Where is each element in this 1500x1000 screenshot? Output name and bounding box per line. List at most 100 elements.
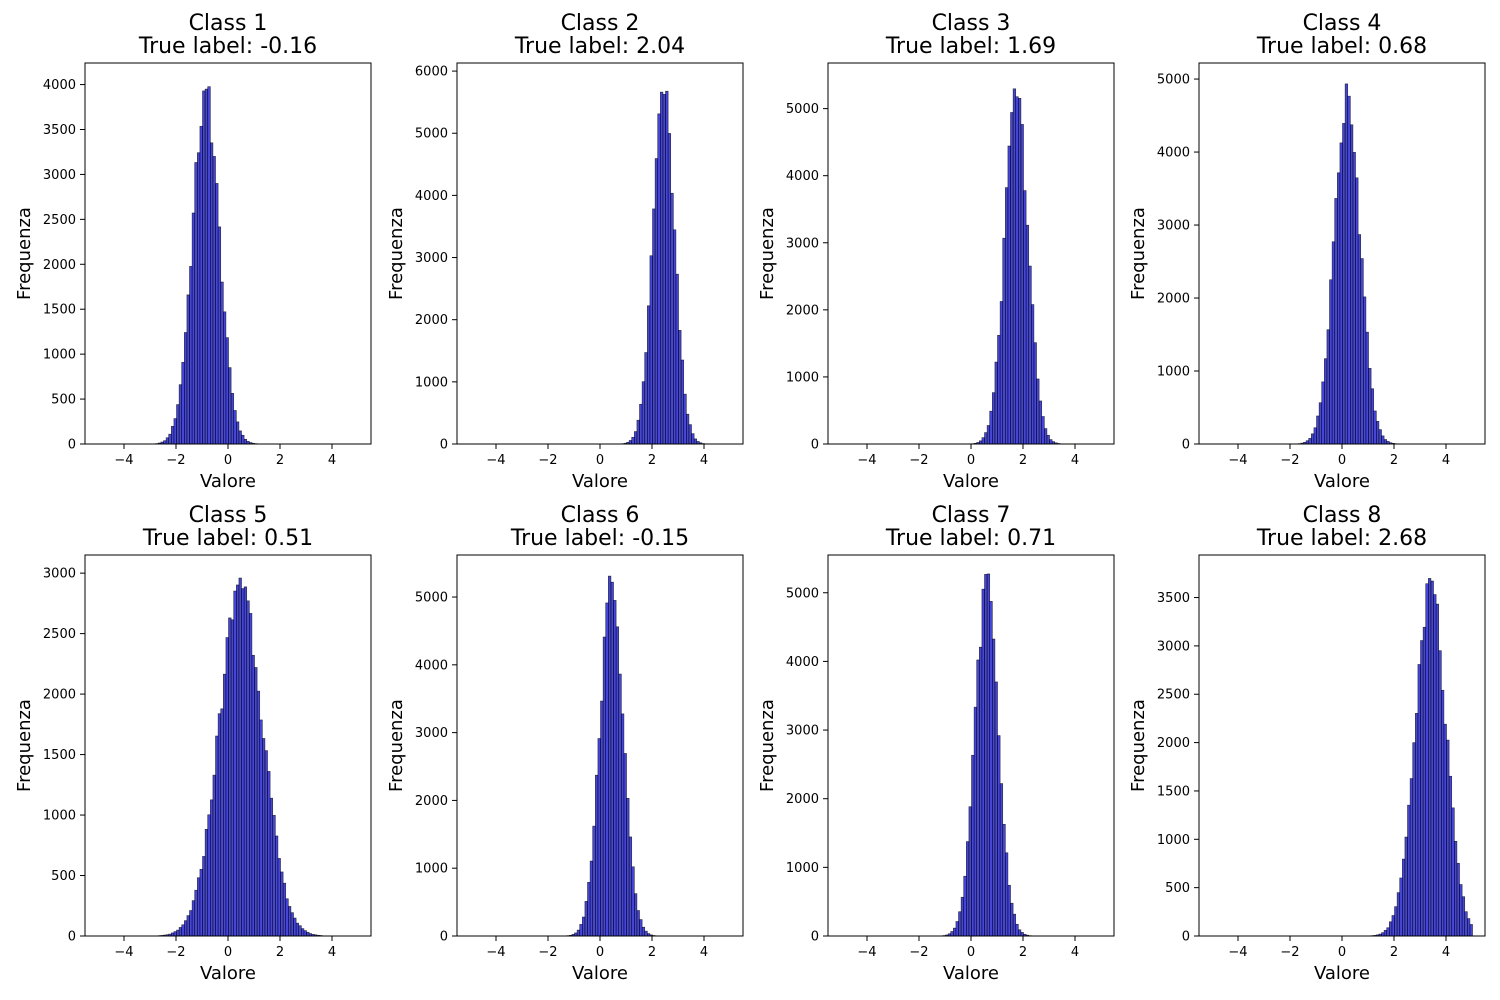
- y-tick-label: 5000: [786, 102, 819, 117]
- bar: [272, 815, 276, 937]
- bar: [207, 86, 211, 445]
- y-tick-label: 3500: [1157, 591, 1190, 606]
- bar: [186, 915, 190, 937]
- subplot-title: Class 4: [1303, 11, 1382, 36]
- y-tick-label: 0: [68, 930, 76, 945]
- bar: [1370, 388, 1375, 445]
- y-tick-label: 0: [811, 930, 819, 945]
- x-tick-label: 4: [700, 945, 708, 960]
- bar: [1321, 381, 1325, 445]
- y-tick-label: 2500: [43, 213, 76, 228]
- y-axis-label: Frequenza: [14, 699, 35, 792]
- x-tick-label: 4: [328, 945, 336, 960]
- bar: [582, 916, 586, 937]
- bar: [189, 266, 193, 445]
- x-tick-label: −4: [486, 453, 505, 468]
- bar: [204, 829, 209, 937]
- x-axis-label: Valore: [1314, 963, 1370, 984]
- bar: [1368, 368, 1372, 445]
- bar: [168, 433, 172, 445]
- bar: [256, 690, 261, 937]
- bar: [199, 869, 203, 937]
- y-tick-label: 500: [1165, 881, 1190, 896]
- y-tick-label: 2000: [43, 258, 76, 273]
- y-tick-label: 3000: [786, 724, 819, 739]
- subplot-title: Class 7: [932, 503, 1011, 528]
- bar: [639, 919, 643, 937]
- bar: [1373, 410, 1377, 445]
- x-tick-label: 4: [1442, 453, 1450, 468]
- bar: [1308, 438, 1312, 445]
- bar: [1049, 439, 1053, 445]
- bar: [1441, 689, 1445, 937]
- bar: [644, 930, 648, 937]
- bars: [1298, 83, 1398, 445]
- subplot-2: −4 −2 0 2 4 0 1000 2000 3000 4000 5000 6000 Class 2T…: [386, 11, 744, 492]
- bar: [678, 330, 682, 445]
- subplot-subtitle: True label: 1.69: [885, 34, 1056, 59]
- bar: [1389, 921, 1393, 937]
- bar: [673, 229, 677, 445]
- y-tick-label: 1000: [43, 348, 76, 363]
- bar: [654, 158, 659, 445]
- x-tick-label: 0: [1338, 453, 1346, 468]
- bar: [1464, 911, 1468, 937]
- y-axis-label: Frequenza: [386, 699, 407, 792]
- subplot-8: −4 −2 0 2 4 0 500 1000 1500 2000 2500 3000 3500 Class…: [1128, 503, 1486, 984]
- y-tick-label: 2500: [43, 627, 76, 642]
- bar: [636, 910, 640, 937]
- y-tick-label: 3000: [1157, 639, 1190, 654]
- bar: [197, 877, 201, 937]
- bar: [589, 860, 594, 937]
- bar: [1046, 434, 1050, 445]
- bar: [986, 425, 991, 445]
- bar: [615, 626, 620, 937]
- bar: [173, 418, 177, 445]
- bars: [971, 88, 1063, 445]
- bar: [1378, 429, 1382, 445]
- bar: [997, 735, 1001, 937]
- bar: [184, 332, 188, 445]
- bar: [592, 825, 596, 937]
- subplot-subtitle: True label: 2.04: [514, 34, 685, 59]
- y-tick-label: 1500: [1157, 784, 1190, 799]
- bar: [1329, 279, 1333, 445]
- axes-frame: [827, 62, 1115, 445]
- bar: [992, 638, 996, 937]
- bar: [1467, 918, 1471, 937]
- bar: [171, 426, 175, 445]
- bar: [202, 90, 206, 445]
- bar: [968, 806, 972, 937]
- x-tick-label: 0: [1338, 945, 1346, 960]
- bar: [1038, 400, 1043, 445]
- bar: [1433, 594, 1437, 937]
- x-tick-label: −2: [538, 945, 557, 960]
- bar: [228, 367, 232, 445]
- y-tick-label: 5000: [415, 127, 448, 142]
- x-tick-label: −4: [857, 453, 876, 468]
- bar: [189, 910, 193, 937]
- bar: [246, 600, 250, 937]
- y-tick-label: 4000: [1157, 146, 1190, 161]
- x-tick-label: 0: [967, 945, 975, 960]
- bar: [212, 774, 216, 937]
- y-tick-label: 0: [440, 438, 448, 453]
- bar: [628, 836, 633, 937]
- y-tick-label: 500: [51, 393, 76, 408]
- y-tick-label: 6000: [415, 65, 448, 80]
- bar: [199, 126, 203, 445]
- x-tick-label: −2: [909, 945, 928, 960]
- y-axis-label: Frequenza: [386, 207, 407, 300]
- y-tick-label: 2000: [415, 794, 448, 809]
- bar: [1394, 906, 1398, 937]
- y-tick-label: 1500: [43, 748, 76, 763]
- bar: [1454, 840, 1458, 937]
- y-tick-label: 3000: [43, 567, 76, 582]
- bar: [1352, 152, 1356, 445]
- y-axis-label: Frequenza: [757, 699, 778, 792]
- subplot-title: Class 3: [932, 11, 1011, 36]
- bar: [301, 928, 305, 937]
- bar: [971, 754, 975, 937]
- subplot-subtitle: True label: 0.68: [1256, 34, 1427, 59]
- bar: [217, 713, 222, 937]
